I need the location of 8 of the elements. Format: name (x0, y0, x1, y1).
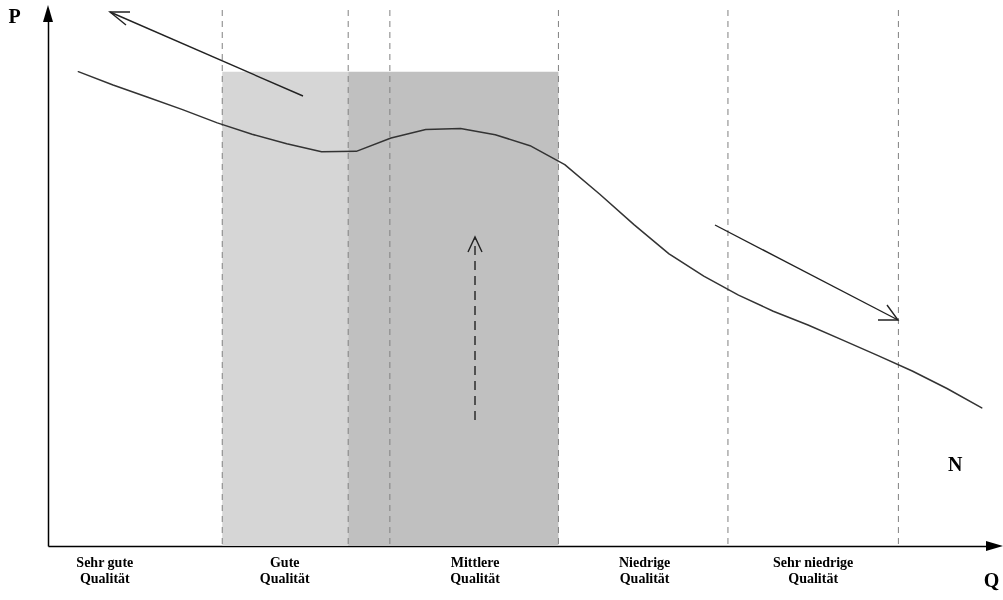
text: Mittlere Qualität (450, 555, 501, 586)
x-axis-title: Q (983, 568, 1000, 591)
annotation: N (948, 452, 963, 475)
text: Niedrige Qualität (618, 555, 671, 586)
text: Sehr niedrige Qualität (773, 555, 854, 586)
text: Sehr gute Qualität (76, 555, 134, 586)
y-axis-title: P (8, 4, 21, 27)
text: Gute Qualität (259, 555, 310, 586)
